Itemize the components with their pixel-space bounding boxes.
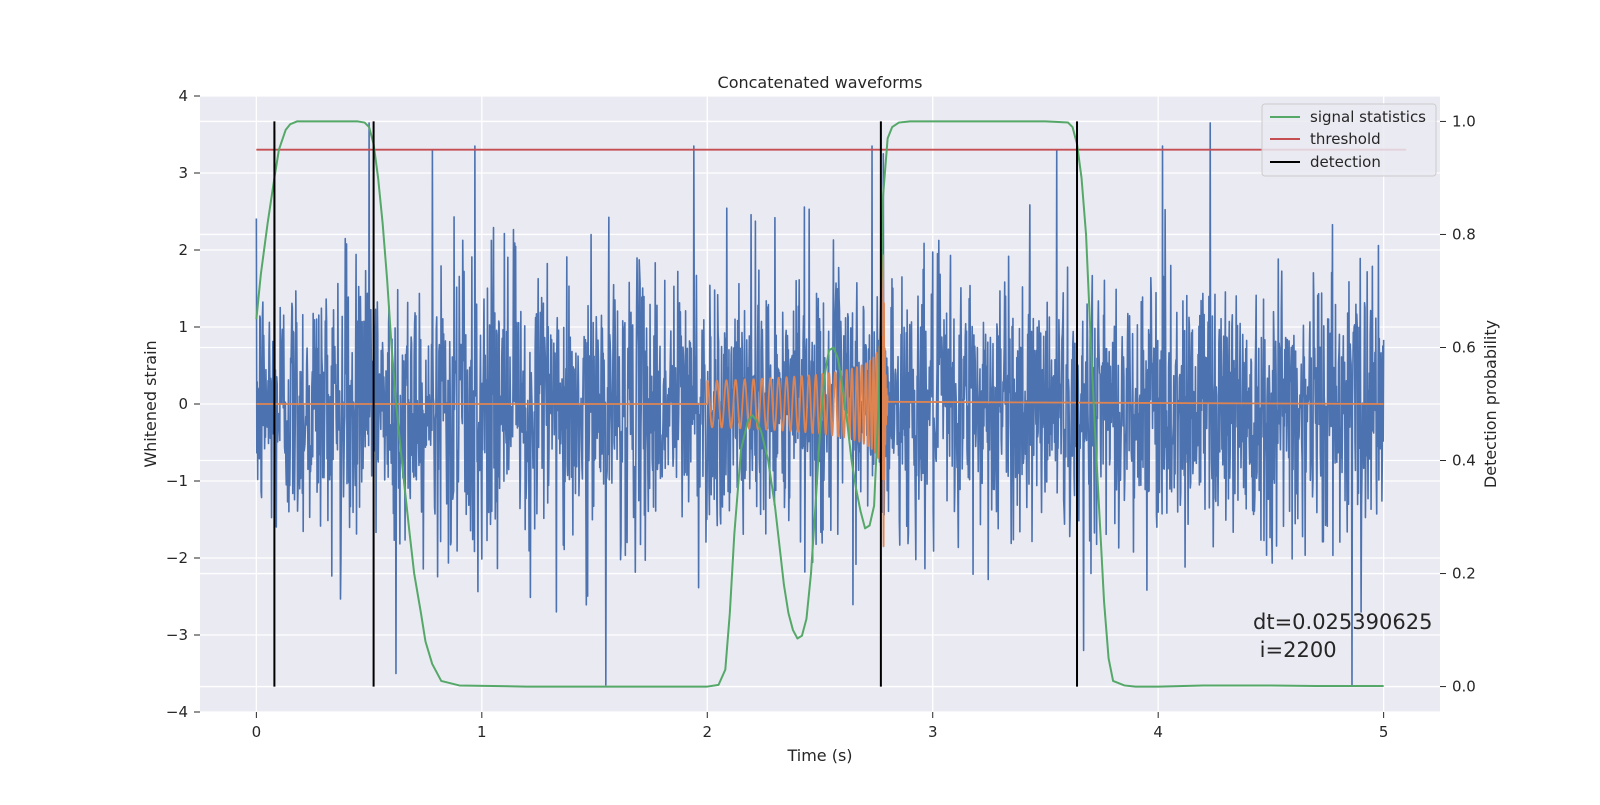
y2-axis-label: Detection probability: [1481, 320, 1500, 488]
x-tick-label: 2: [702, 723, 712, 741]
chirp-line: [256, 254, 1384, 548]
y-tick-label: 4: [178, 87, 188, 105]
data-layer: [255, 120, 1407, 688]
y-tick-label: −1: [166, 472, 188, 490]
x-axis-label: Time (s): [786, 746, 852, 765]
chart-title: Concatenated waveforms: [718, 73, 923, 92]
y-tick-label: 0: [178, 395, 188, 413]
y-tick-label: −3: [166, 626, 188, 644]
annotation-line-2: i=2200: [1253, 638, 1337, 662]
x-tick-label: 5: [1379, 723, 1389, 741]
y-tick-label: 2: [178, 241, 188, 259]
annotation-line-1: dt=0.025390625: [1253, 610, 1432, 634]
y-tick-label: −4: [166, 703, 188, 721]
y2-tick-label: 0.4: [1452, 452, 1476, 470]
legend-label-detection: detection: [1310, 153, 1381, 171]
y-tick-label: 3: [178, 164, 188, 182]
y2-tick-label: 1.0: [1452, 112, 1476, 130]
legend-label-threshold: threshold: [1310, 130, 1381, 148]
y-axis-label: Whitened strain: [141, 340, 160, 467]
x-tick-label: 4: [1153, 723, 1163, 741]
x-tick-label: 1: [477, 723, 487, 741]
annotation: dt=0.025390625 i=2200: [1253, 610, 1432, 662]
axis-layer: 0 1 2 3 4 5 4 3 2 1 0 −1 −2 −3 −4 1.0 0.8 0.6 0.4 0.2 0.0: [166, 87, 1476, 741]
legend-label-signal-statistics: signal statistics: [1310, 108, 1426, 126]
y2-tick-label: 0.2: [1452, 565, 1476, 583]
legend: signal statistics threshold detection: [1261, 103, 1437, 177]
x-tick-label: 3: [928, 723, 938, 741]
y2-tick-label: 0.0: [1452, 678, 1476, 696]
y-tick-label: 1: [178, 318, 188, 336]
legend-box: [1261, 103, 1437, 177]
y2-tick-label: 0.8: [1452, 225, 1476, 243]
y-tick-label: −2: [166, 549, 188, 567]
y2-tick-label: 0.6: [1452, 338, 1476, 356]
x-tick-label: 0: [252, 723, 262, 741]
